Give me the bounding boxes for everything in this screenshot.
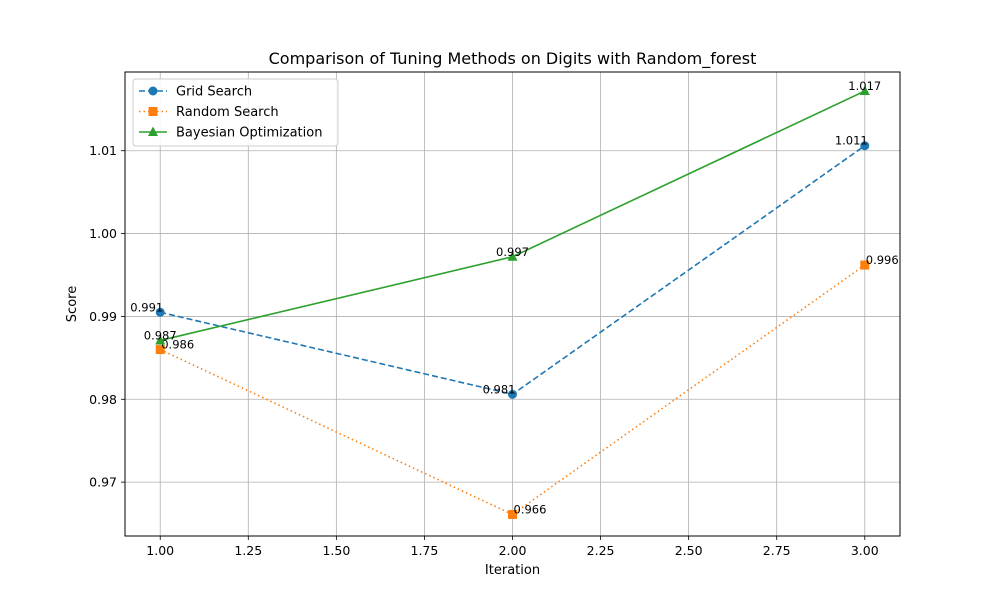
chart-title: Comparison of Tuning Methods on Digits w… <box>269 49 757 69</box>
y-tick-label: 1.01 <box>89 143 117 158</box>
y-axis-label: Score <box>65 286 80 322</box>
y-tick-label: 0.98 <box>89 392 117 407</box>
data-label: 0.987 <box>144 328 177 342</box>
data-label: 0.981 <box>483 382 516 396</box>
y-tick-label: 0.97 <box>89 475 117 490</box>
x-tick-label: 1.25 <box>234 543 262 558</box>
x-tick-label: 2.25 <box>587 543 615 558</box>
data-label: 0.996 <box>866 253 899 267</box>
legend-label: Grid Search <box>176 85 252 100</box>
legend-item: Grid Search <box>139 85 252 100</box>
data-point <box>859 85 870 96</box>
legend-label: Bayesian Optimization <box>176 126 322 141</box>
legend: Grid Search Random Search Bayesian Optimiz… <box>132 78 339 147</box>
data-label: 0.966 <box>514 502 547 516</box>
y-tick-label: 1.00 <box>89 226 117 241</box>
data-label: 0.997 <box>496 245 529 259</box>
y-tick-label: 0.99 <box>89 309 117 324</box>
data-point <box>155 334 166 345</box>
data-point <box>508 389 517 399</box>
data-point <box>860 141 870 151</box>
legend-marker <box>148 126 158 136</box>
legend-box <box>132 78 339 147</box>
data-point <box>507 251 518 261</box>
data-point <box>155 307 165 317</box>
series-bayesian-optimization: 0.987 0.997 1.017 <box>144 79 881 345</box>
x-tick-label: 2.75 <box>763 543 791 558</box>
data-label: 0.986 <box>161 338 194 352</box>
x-axis-label: Iteration <box>485 563 540 578</box>
data-point <box>860 260 870 270</box>
legend-item: Bayesian Optimization <box>139 126 322 141</box>
x-tick-label: 2.50 <box>675 543 703 558</box>
x-tick-label: 1.75 <box>411 543 439 558</box>
x-tick-label: 2.00 <box>499 543 527 558</box>
series-grid-search: 0.991 0.981 1.011 <box>130 134 870 399</box>
x-tick-label: 1.50 <box>322 543 350 558</box>
legend-label: Random Search <box>176 105 279 120</box>
legend-marker <box>148 107 158 116</box>
legend-item: Random Search <box>139 105 279 120</box>
series-layer: 0.991 0.981 1.011 0.986 0.966 0.996 0.987 0.997… <box>130 79 899 519</box>
data-point <box>508 509 517 519</box>
x-tick-label: 1.00 <box>146 543 174 558</box>
data-label: 1.017 <box>848 79 881 93</box>
legend-marker <box>148 86 158 96</box>
data-label: 0.991 <box>130 300 163 314</box>
series-random-search: 0.986 0.966 0.996 <box>155 253 899 519</box>
x-tick-label: 3.00 <box>851 543 879 558</box>
ticks: 1.00 1.25 1.50 1.75 2.00 2.25 2.50 2.75 3.00 0.97… <box>89 143 879 558</box>
data-label: 1.011 <box>835 134 868 148</box>
data-point <box>155 345 165 355</box>
